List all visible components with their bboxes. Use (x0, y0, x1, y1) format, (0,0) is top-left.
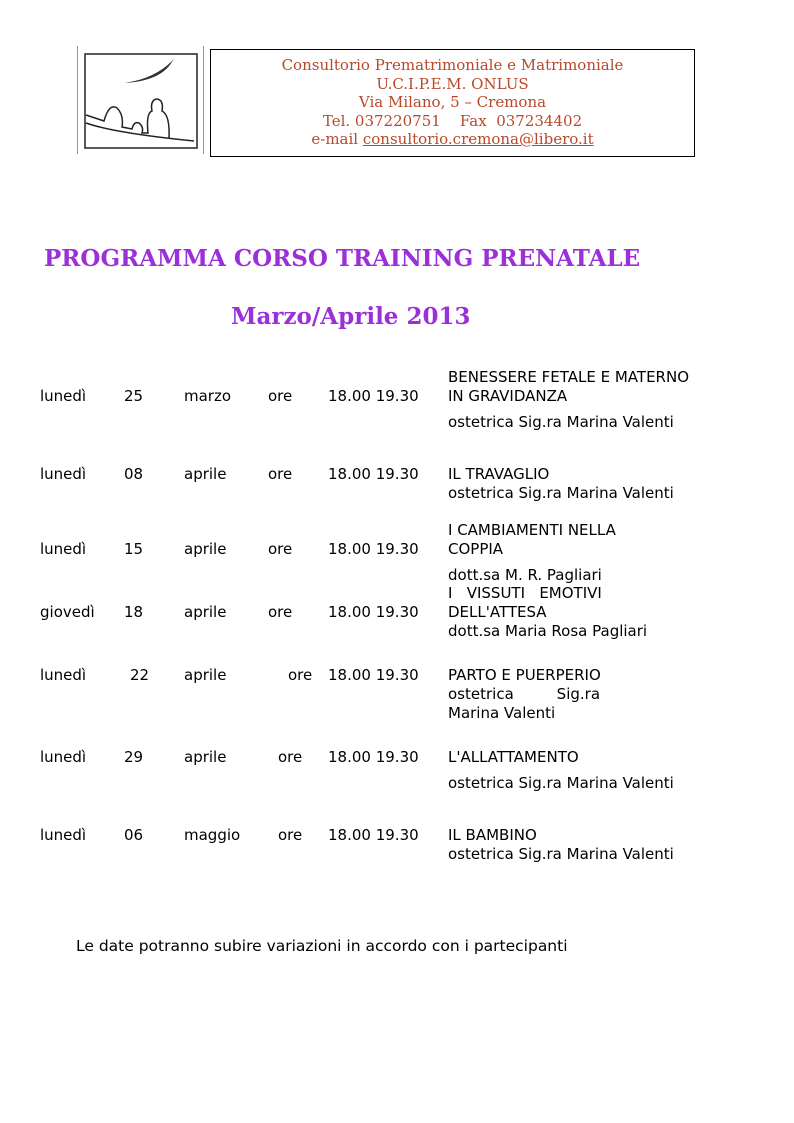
session-month: maggio (184, 826, 241, 844)
page-subtitle: Marzo/Aprile 2013 (231, 303, 471, 330)
session-month: aprile (184, 603, 227, 621)
session-topic: I CAMBIAMENTI NELLA (448, 521, 616, 539)
session-ore-label: ore (278, 748, 303, 766)
session-time: 18.00 19.30 (328, 748, 419, 766)
session-speaker: ostetrica Sig.ra Marina Valenti (448, 845, 674, 863)
session-time: 18.00 19.30 (328, 826, 419, 844)
session-date: 15 (124, 540, 144, 558)
header-email-line: e-mail consultorio.cremona@libero.it (211, 130, 694, 149)
session-speaker: ostetrica Sig.ra Marina Valenti (448, 484, 674, 502)
session-time: 18.00 19.30 (328, 540, 419, 558)
session-date: 22 (130, 666, 150, 684)
header-contact-box: Consultorio Prematrimoniale e Matrimonia… (210, 49, 695, 157)
session-day: lunedì (40, 465, 87, 483)
session-topic: IL TRAVAGLIO (448, 465, 550, 483)
session-topic: IN GRAVIDANZA (448, 387, 568, 405)
session-time: 18.00 19.30 (328, 465, 419, 483)
session-time: 18.00 19.30 (328, 603, 419, 621)
session-date: 25 (124, 387, 144, 405)
header-line: Via Milano, 5 – Cremona (358, 93, 547, 111)
session-speaker: Marina Valenti (448, 704, 556, 722)
session-speaker: ostetrica Sig.ra Marina Valenti (448, 774, 674, 792)
session-topic: COPPIA (448, 540, 504, 558)
header-line: U.C.I.P.E.M. ONLUS (376, 74, 529, 93)
email-link[interactable]: consultorio.cremona@libero.it (362, 130, 594, 148)
session-month: aprile (184, 666, 227, 684)
session-day: lunedì (40, 748, 87, 766)
session-topic: IL BAMBINO (448, 826, 537, 844)
session-day: giovedì (40, 603, 95, 621)
session-speaker: ostetrica Sig.ra Marina Valenti (448, 413, 674, 431)
session-speaker: dott.sa Maria Rosa Pagliari (448, 622, 648, 640)
session-topic: DELL'ATTESA (448, 603, 547, 621)
session-ore-label: ore (268, 603, 293, 621)
session-speaker: dott.sa M. R. Pagliari (448, 566, 602, 584)
divider (77, 46, 78, 154)
session-date: 18 (124, 603, 144, 621)
session-ore-label: ore (268, 387, 293, 405)
session-day: lunedì (40, 666, 87, 684)
session-time: 18.00 19.30 (328, 666, 419, 684)
email-label: e-mail (311, 130, 363, 148)
header-line: Consultorio Prematrimoniale e Matrimonia… (281, 56, 624, 74)
session-month: aprile (184, 748, 227, 766)
session-month: marzo (184, 387, 232, 405)
divider (203, 46, 204, 154)
session-date: 06 (124, 826, 144, 844)
header-line: Tel. 037220751 Fax 037234402 (322, 111, 583, 130)
session-day: lunedì (40, 826, 87, 844)
session-day: lunedì (40, 540, 87, 558)
session-date: 29 (124, 748, 144, 766)
session-date: 08 (124, 465, 144, 483)
session-speaker: ostetrica Sig.ra (448, 685, 601, 703)
session-month: aprile (184, 465, 227, 483)
session-topic: BENESSERE FETALE E MATERNO (448, 368, 689, 386)
footer-note: Le date potranno subire variazioni in ac… (76, 937, 568, 955)
session-time: 18.00 19.30 (328, 387, 419, 405)
session-ore-label: ore (268, 465, 293, 483)
session-ore-label: ore (288, 666, 313, 684)
session-topic: I VISSUTI EMOTIVI (448, 584, 602, 602)
session-ore-label: ore (278, 826, 303, 844)
session-day: lunedì (40, 387, 87, 405)
page-title: PROGRAMMA CORSO TRAINING PRENATALE (44, 245, 641, 272)
session-ore-label: ore (268, 540, 293, 558)
session-topic: L'ALLATTAMENTO (448, 748, 579, 766)
session-month: aprile (184, 540, 227, 558)
logo-icon (84, 53, 198, 149)
session-topic: PARTO E PUERPERIO (448, 666, 601, 684)
